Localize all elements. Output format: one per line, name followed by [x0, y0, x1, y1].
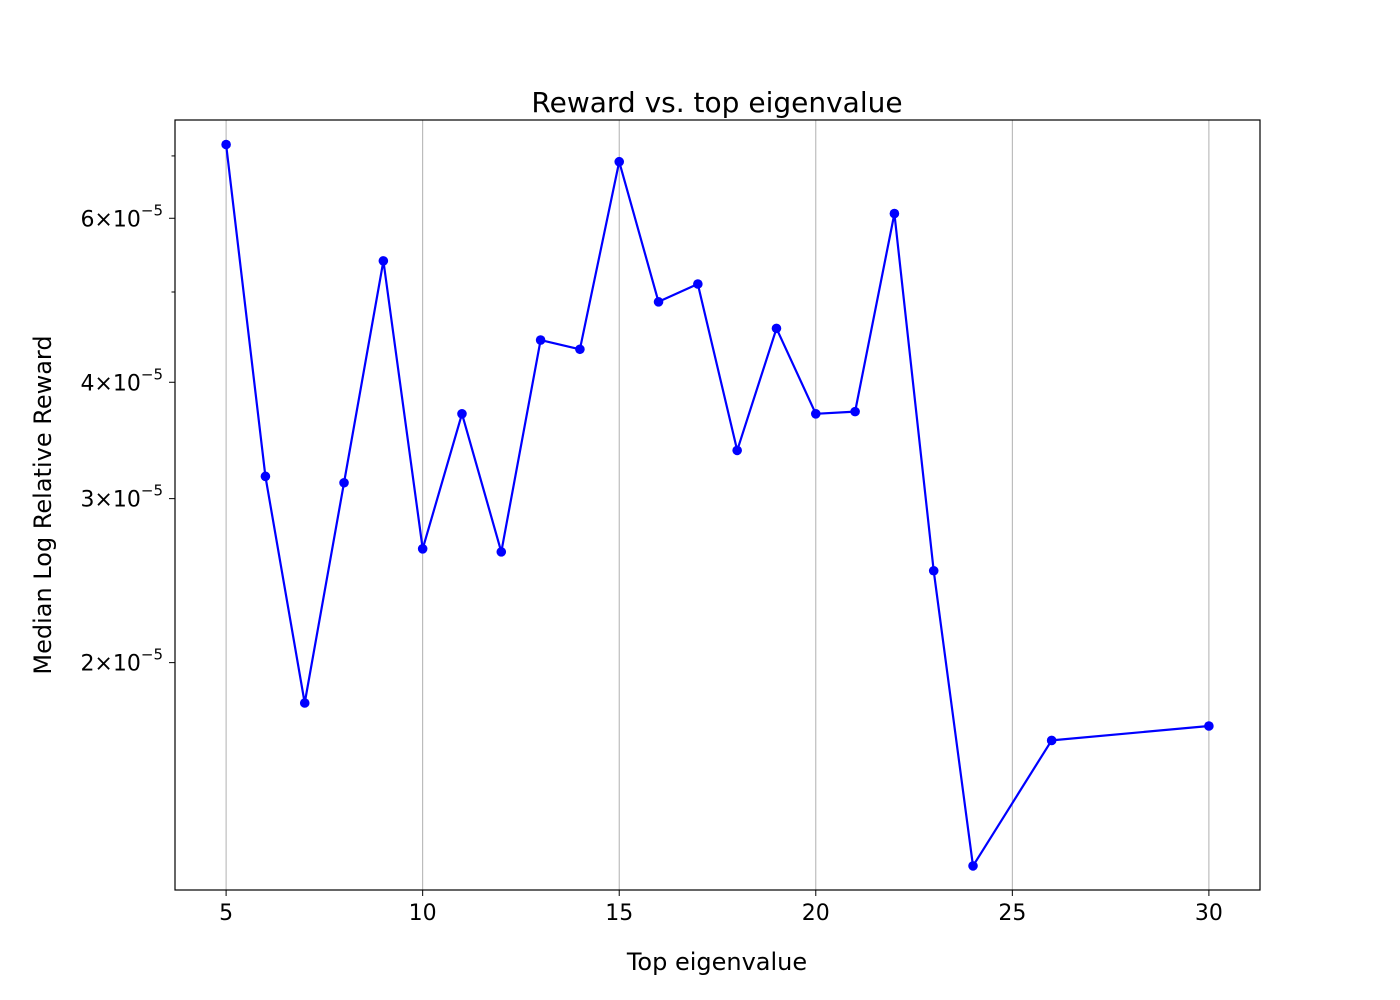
- data-point: [575, 344, 585, 355]
- grid-lines: [225, 120, 1210, 890]
- data-point: [417, 544, 428, 554]
- x-tick-label: 5: [219, 901, 233, 926]
- data-point: [221, 139, 231, 150]
- data-point: [850, 406, 860, 417]
- data-point: [614, 156, 625, 167]
- data-point: [810, 409, 821, 419]
- data-point: [771, 323, 782, 334]
- x-axis: 5 10 15 20 25 30: [219, 890, 1223, 926]
- x-axis-label: Top eigenvalue: [626, 948, 807, 976]
- x-tick-label: 30: [1195, 901, 1223, 926]
- data-point: [457, 409, 467, 419]
- data-point: [496, 547, 507, 557]
- data-point: [1204, 721, 1214, 731]
- data-point: [339, 477, 349, 488]
- data-point: [693, 279, 703, 289]
- y-tick-label: 3×10−5: [80, 482, 163, 513]
- data-point: [1046, 735, 1057, 746]
- y-tick-label: 2×10−5: [80, 646, 163, 677]
- y-tick-label: 6×10−5: [80, 201, 163, 232]
- x-tick-label: 20: [802, 901, 830, 926]
- data-point: [889, 208, 900, 219]
- y-axis: 2×10−5 3×10−5 4×10−5 6×10−5: [80, 155, 175, 677]
- plot-frame: [174, 119, 1261, 891]
- data-point: [260, 471, 271, 482]
- data-point: [299, 698, 310, 708]
- x-tick-label: 15: [605, 901, 633, 926]
- data-point: [653, 297, 664, 307]
- x-tick-label: 10: [409, 901, 437, 926]
- data-point: [928, 565, 939, 576]
- data-point: [732, 445, 742, 456]
- chart-title: Reward vs. top eigenvalue: [531, 86, 902, 119]
- x-tick-label: 25: [998, 901, 1026, 926]
- series-line: [225, 144, 1210, 868]
- data-point: [378, 256, 389, 266]
- series-layer: [221, 139, 1214, 871]
- y-tick-label: 4×10−5: [80, 365, 163, 396]
- data-point: [535, 335, 546, 345]
- y-axis-label: Median Log Relative Reward: [29, 335, 57, 674]
- data-point: [968, 861, 978, 871]
